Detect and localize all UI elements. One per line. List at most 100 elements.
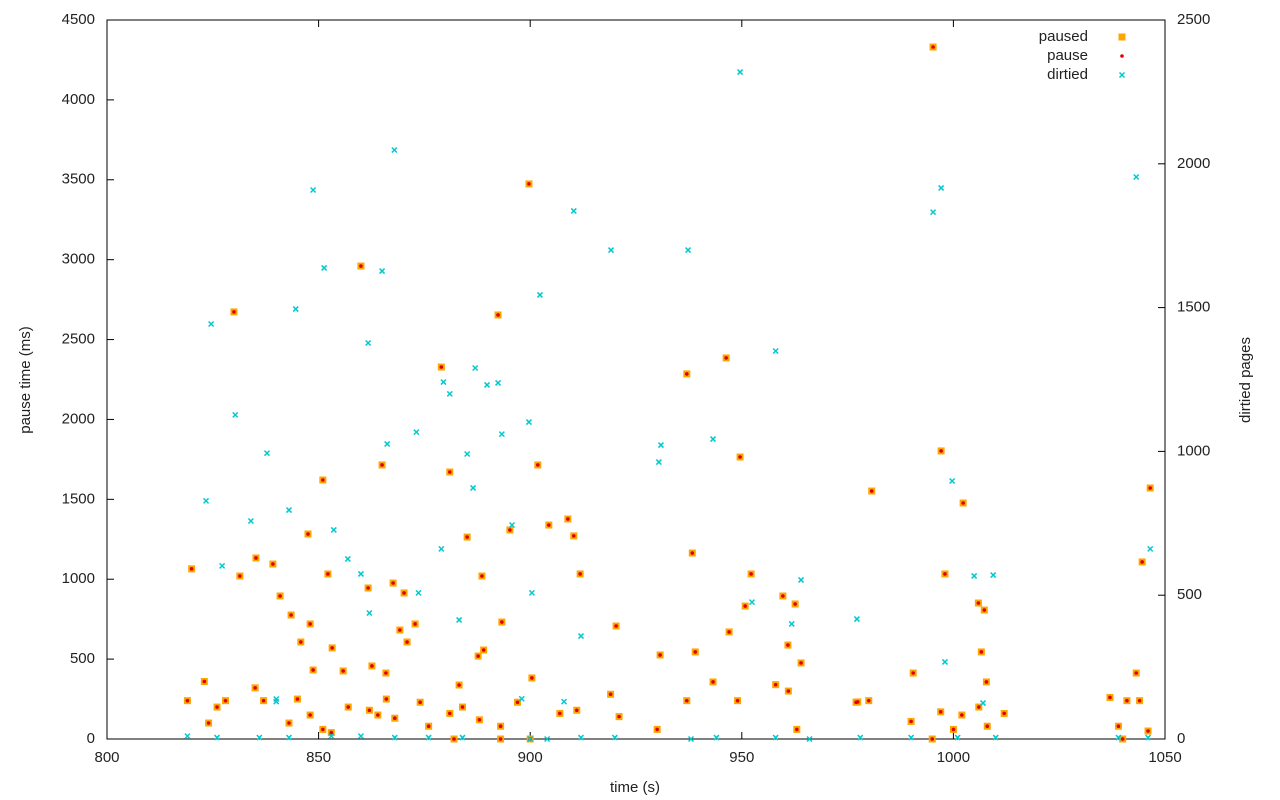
data-point — [287, 721, 291, 725]
data-point — [447, 470, 452, 474]
data-point — [566, 517, 570, 521]
data-point — [306, 532, 310, 536]
data-point — [232, 411, 239, 418]
data-point — [329, 730, 334, 735]
data-point — [308, 713, 312, 717]
data-point — [854, 700, 858, 705]
data-point — [357, 733, 364, 740]
data-point — [1147, 545, 1154, 552]
data-point — [749, 572, 753, 576]
data-point — [457, 683, 461, 687]
data-point — [208, 320, 215, 328]
data-point — [570, 207, 577, 214]
x-tick-label: 1050 — [1148, 749, 1181, 766]
data-point — [498, 737, 503, 741]
data-point — [508, 528, 512, 532]
data-point — [278, 594, 282, 598]
data-point — [685, 247, 692, 254]
data-point — [285, 507, 293, 514]
data-point — [413, 429, 420, 436]
data-point — [614, 624, 618, 628]
data-point — [271, 562, 275, 566]
data-point — [939, 449, 943, 453]
data-point — [477, 718, 482, 722]
data-point — [574, 708, 579, 713]
data-point — [321, 478, 325, 482]
data-point — [1137, 698, 1142, 703]
data-point — [530, 676, 534, 680]
data-point — [299, 640, 303, 644]
data-point — [310, 186, 317, 194]
data-point — [391, 581, 395, 585]
y-tick-label: 2500 — [62, 331, 95, 348]
x-axis-label: time (s) — [610, 779, 660, 796]
data-point — [571, 534, 576, 538]
legend-label: dirtied — [1047, 66, 1088, 83]
data-point — [476, 654, 480, 658]
data-point — [1145, 734, 1152, 741]
data-point — [459, 734, 466, 741]
data-point — [384, 671, 388, 675]
data-point — [370, 664, 374, 668]
data-point — [328, 733, 335, 740]
data-point — [359, 264, 363, 268]
data-point — [951, 727, 956, 732]
y-tick-label: 2000 — [62, 410, 95, 427]
y-axis-label: pause time (ms) — [17, 326, 34, 434]
data-point — [1134, 671, 1139, 675]
plot-frame — [106, 19, 1166, 740]
data-point — [911, 671, 915, 675]
data-point — [941, 658, 948, 665]
data-point — [439, 365, 444, 369]
data-point — [308, 622, 312, 626]
y-tick-label: 4500 — [62, 11, 95, 28]
y-tick-label: 1500 — [62, 490, 95, 507]
data-point — [690, 551, 695, 555]
data-point — [799, 661, 803, 665]
data-point — [578, 572, 582, 576]
data-point — [806, 735, 813, 743]
data-point — [413, 622, 417, 626]
legend-marker — [1120, 54, 1124, 58]
data-point — [1133, 173, 1140, 181]
data-point — [496, 313, 500, 317]
data-point — [786, 643, 790, 647]
data-point — [577, 734, 585, 741]
data-point — [500, 620, 504, 624]
data-point — [273, 698, 280, 705]
data-point — [426, 724, 431, 729]
data-point — [460, 705, 465, 709]
x-tick-label: 1000 — [937, 749, 970, 766]
y-tick-label: 1000 — [62, 570, 95, 587]
legend-marker — [1118, 71, 1126, 79]
data-point — [402, 591, 406, 595]
data-point — [247, 517, 254, 525]
data-point — [380, 463, 384, 467]
data-point — [215, 705, 219, 709]
data-point — [709, 436, 717, 443]
data-point — [357, 570, 364, 577]
data-point — [376, 713, 380, 717]
data-point — [384, 440, 391, 447]
data-point — [330, 526, 337, 533]
data-point — [869, 489, 874, 493]
data-point — [857, 734, 864, 741]
x-tick-label: 800 — [94, 749, 119, 766]
data-point — [773, 682, 778, 687]
data-point — [321, 264, 328, 271]
y2-tick-label: 2000 — [1177, 155, 1210, 172]
data-point — [495, 379, 502, 386]
data-point — [202, 679, 207, 684]
data-point — [727, 630, 731, 634]
data-point — [909, 719, 913, 724]
data-point — [658, 653, 662, 657]
data-point — [518, 695, 525, 702]
data-point — [346, 705, 351, 709]
data-point — [367, 708, 372, 713]
data-point — [446, 390, 453, 397]
data-point — [232, 310, 236, 314]
data-point — [976, 705, 981, 709]
data-point — [1120, 737, 1125, 741]
data-point — [1140, 560, 1144, 564]
legend-label: pause — [1047, 47, 1088, 64]
